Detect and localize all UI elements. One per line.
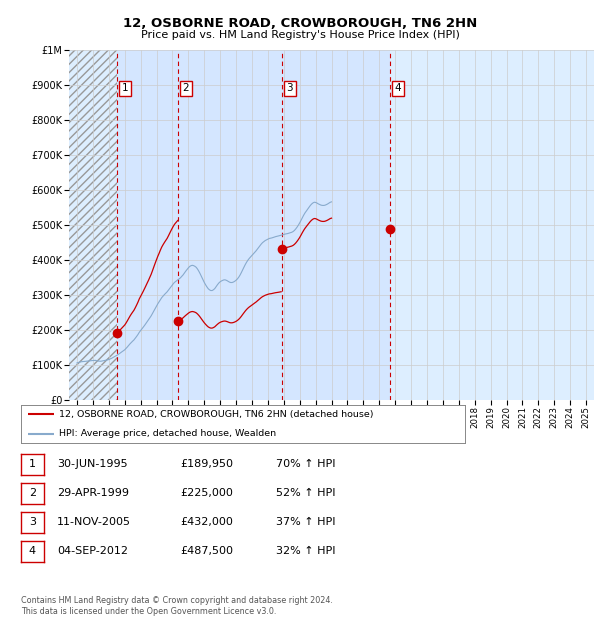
Text: 2: 2 [182, 83, 189, 93]
Bar [178, 50, 282, 400]
Bar [69, 50, 117, 400]
Text: 4: 4 [29, 546, 36, 557]
Text: 04-SEP-2012: 04-SEP-2012 [57, 546, 128, 557]
Text: 3: 3 [286, 83, 293, 93]
Text: 70% ↑ HPI: 70% ↑ HPI [276, 459, 335, 469]
Text: £225,000: £225,000 [180, 488, 233, 498]
Text: 32% ↑ HPI: 32% ↑ HPI [276, 546, 335, 557]
Text: 52% ↑ HPI: 52% ↑ HPI [276, 488, 335, 498]
Text: 4: 4 [395, 83, 401, 93]
Text: 1: 1 [29, 459, 36, 469]
Bar [117, 50, 178, 400]
Text: 2: 2 [29, 488, 36, 498]
Text: Price paid vs. HM Land Registry's House Price Index (HPI): Price paid vs. HM Land Registry's House … [140, 30, 460, 40]
Text: £487,500: £487,500 [180, 546, 233, 557]
Text: 1: 1 [121, 83, 128, 93]
Text: 11-NOV-2005: 11-NOV-2005 [57, 517, 131, 528]
Text: £432,000: £432,000 [180, 517, 233, 528]
Text: 3: 3 [29, 517, 36, 528]
Text: 12, OSBORNE ROAD, CROWBOROUGH, TN6 2HN: 12, OSBORNE ROAD, CROWBOROUGH, TN6 2HN [123, 17, 477, 30]
Bar [69, 50, 117, 400]
Text: 37% ↑ HPI: 37% ↑ HPI [276, 517, 335, 528]
Text: £189,950: £189,950 [180, 459, 233, 469]
Bar [282, 50, 390, 400]
Text: 29-APR-1999: 29-APR-1999 [57, 488, 129, 498]
Text: 12, OSBORNE ROAD, CROWBOROUGH, TN6 2HN (detached house): 12, OSBORNE ROAD, CROWBOROUGH, TN6 2HN (… [59, 410, 373, 418]
Text: 30-JUN-1995: 30-JUN-1995 [57, 459, 128, 469]
Text: HPI: Average price, detached house, Wealden: HPI: Average price, detached house, Weal… [59, 429, 276, 438]
Text: Contains HM Land Registry data © Crown copyright and database right 2024.
This d: Contains HM Land Registry data © Crown c… [21, 596, 333, 616]
